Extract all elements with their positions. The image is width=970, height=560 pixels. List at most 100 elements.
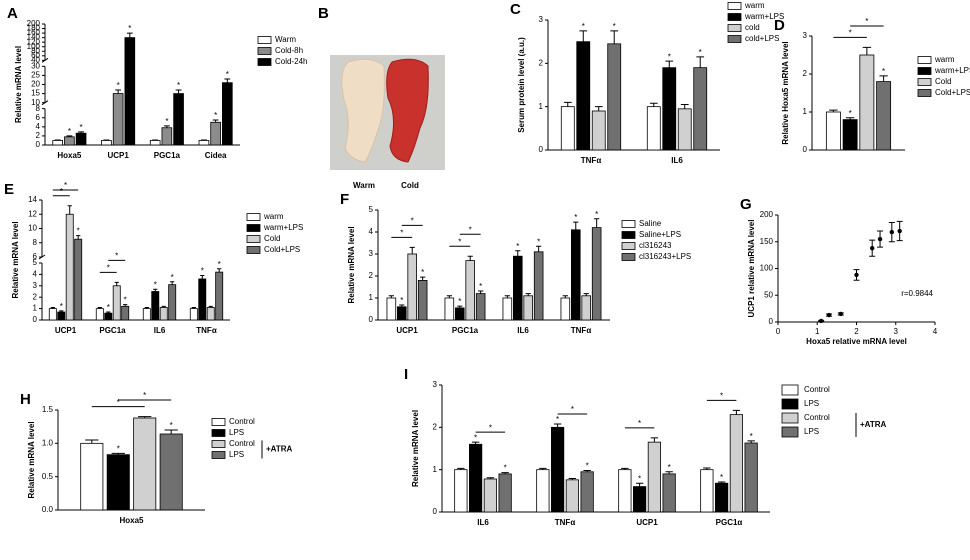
- error-bar: [126, 32, 133, 38]
- y-tick-label: 3: [433, 380, 438, 389]
- x-tick-label: TNFα: [555, 518, 576, 527]
- significance-star: *: [68, 127, 71, 136]
- error-bar: [478, 290, 484, 294]
- legend-label: warm+LPS: [934, 66, 970, 75]
- bar: [607, 43, 622, 151]
- y-tick-label: 0: [769, 317, 774, 326]
- error-bar: [515, 250, 521, 257]
- bar: [444, 297, 455, 321]
- x-tick-label: PGC1a: [452, 326, 479, 335]
- comparison-label: *: [115, 251, 118, 260]
- bar: [159, 307, 168, 321]
- y-tick-label: 180: [27, 24, 41, 33]
- panel-letter: G: [740, 196, 752, 213]
- bar: [581, 295, 592, 321]
- bar: [729, 414, 743, 513]
- y-tick-label: 0: [369, 315, 374, 324]
- bar: [633, 486, 647, 513]
- legend-label: Control: [229, 417, 255, 426]
- y-axis-label: Relative mRNA level: [14, 46, 23, 123]
- legend-label: Cold+LPS: [935, 88, 970, 97]
- bar: [454, 307, 465, 321]
- y-tick-label: 2: [433, 422, 438, 431]
- legend-swatch: [917, 67, 932, 75]
- point: [877, 236, 883, 242]
- bar: [498, 473, 512, 513]
- bar: [533, 251, 544, 321]
- significance-star: *: [107, 303, 110, 312]
- legend-label: Cold: [264, 234, 280, 243]
- y-tick-label: 1.0: [42, 438, 54, 447]
- y-tick-label: 30: [31, 61, 40, 70]
- bar: [386, 297, 397, 321]
- y-tick-label: 12: [28, 209, 37, 218]
- y-tick-label: 3: [33, 281, 38, 290]
- comparison-label: *: [411, 217, 414, 226]
- legend-swatch: [727, 35, 742, 43]
- x-tick-label: Hoxa5: [57, 151, 82, 160]
- legend-label: Cold: [935, 77, 951, 86]
- x-tick-label: Cidea: [205, 151, 227, 160]
- error-bar: [85, 439, 99, 444]
- point: [889, 229, 895, 235]
- significance-star: *: [117, 444, 120, 453]
- x-tick-label: TNFα: [196, 326, 217, 335]
- significance-star: *: [586, 462, 589, 471]
- legend-label: Cold-24h: [275, 57, 307, 66]
- legend-label: cold: [745, 23, 760, 32]
- x-tick-label: 4: [933, 327, 938, 336]
- bar: [206, 307, 215, 321]
- bar: [417, 279, 428, 321]
- bar: [101, 140, 112, 146]
- bar: [662, 67, 677, 151]
- error-bar: [579, 30, 588, 42]
- bar: [75, 132, 87, 146]
- bar: [560, 106, 575, 151]
- legend-swatch: [781, 426, 799, 438]
- y-tick-label: 200: [27, 19, 41, 28]
- bar: [48, 308, 57, 321]
- legend-swatch: [917, 56, 932, 64]
- bar: [618, 469, 632, 513]
- significance-star: *: [201, 267, 204, 276]
- x-tick-label: 3: [894, 327, 899, 336]
- y-tick-label: 80: [31, 46, 40, 55]
- bar: [512, 255, 523, 321]
- bar: [502, 297, 513, 321]
- error-bar: [67, 205, 72, 215]
- error-bar: [115, 89, 122, 94]
- y-tick-label: 5: [33, 258, 38, 267]
- y-tick-label: 3: [369, 249, 374, 258]
- significance-star: *: [400, 296, 403, 305]
- comparison-label: *: [458, 237, 461, 246]
- y-tick-label: 14: [28, 195, 37, 204]
- significance-star: *: [474, 433, 477, 442]
- x-tick-label: UCP1: [55, 326, 77, 335]
- significance-star: *: [595, 210, 598, 219]
- photo-label: Cold: [401, 181, 419, 190]
- comparison-label: *: [400, 229, 403, 238]
- bar: [52, 140, 63, 146]
- bar: [106, 454, 130, 511]
- legend-label: LPS: [804, 427, 819, 436]
- bar: [57, 311, 66, 321]
- error-bar: [76, 235, 81, 240]
- bar: [133, 417, 157, 511]
- bar: [149, 140, 161, 146]
- y-axis-label: UCP1 relative mRNA level: [747, 220, 756, 318]
- bar: [469, 443, 483, 513]
- y-tick-label: 4: [33, 270, 38, 279]
- y-tick-label: 10: [31, 98, 40, 107]
- significance-star: *: [537, 237, 540, 246]
- bar: [825, 111, 841, 151]
- x-tick-label: IL6: [154, 326, 166, 335]
- y-tick-label: 2: [36, 131, 41, 140]
- significance-star: *: [556, 415, 559, 424]
- y-axis-label: Relative mRNA level: [11, 221, 20, 298]
- x-axis-label: Hoxa5 relative mRNA level: [806, 337, 907, 346]
- bar: [74, 238, 83, 321]
- point: [838, 311, 843, 317]
- y-tick-label: 8: [33, 238, 38, 247]
- y-tick-label: 8: [36, 104, 41, 113]
- panel-letter: H: [20, 391, 31, 408]
